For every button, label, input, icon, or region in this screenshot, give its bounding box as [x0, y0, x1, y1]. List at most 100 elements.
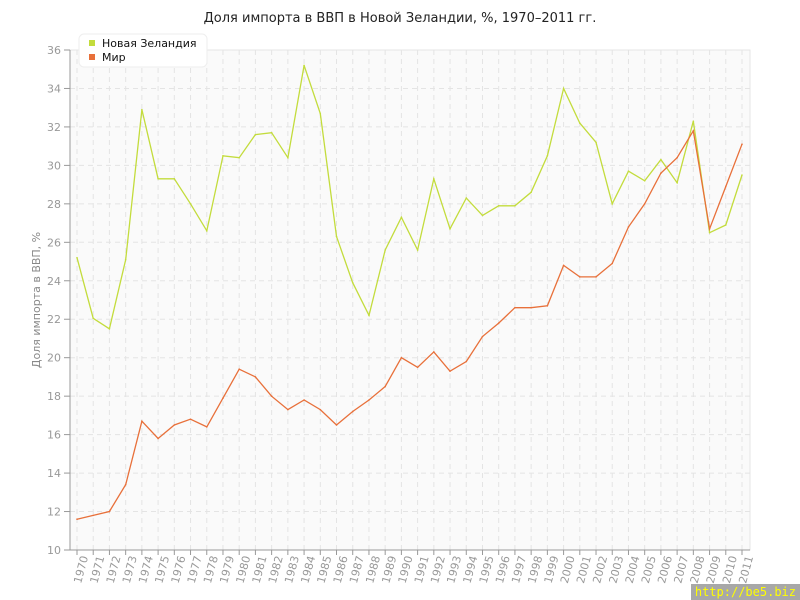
data-point — [384, 385, 386, 388]
data-point — [676, 181, 678, 184]
data-point — [287, 156, 289, 159]
data-point — [497, 322, 500, 324]
data-point — [660, 172, 662, 174]
y-tick-label: 12 — [47, 506, 61, 519]
data-point — [254, 133, 257, 136]
watermark: http://be5.biz — [690, 584, 800, 600]
data-point — [400, 356, 403, 359]
y-tick-label: 36 — [47, 44, 61, 57]
data-point — [611, 262, 614, 265]
data-point — [416, 249, 419, 251]
grid — [69, 49, 751, 551]
data-point — [562, 87, 565, 90]
data-point — [319, 408, 322, 411]
data-point — [676, 156, 678, 159]
data-point — [287, 408, 289, 411]
legend-box — [78, 33, 208, 68]
y-tick-label: 32 — [47, 121, 61, 134]
data-point — [465, 360, 468, 363]
data-point — [303, 399, 305, 401]
data-point — [643, 203, 646, 205]
legend-label-world: Мир — [102, 51, 126, 64]
data-point — [514, 204, 516, 207]
data-point — [692, 129, 695, 132]
data-point — [579, 276, 581, 278]
y-tick-label: 20 — [47, 352, 61, 365]
data-point — [368, 399, 370, 401]
series-line-nz — [76, 65, 743, 330]
data-point — [335, 235, 338, 238]
data-point — [708, 231, 711, 234]
data-point — [319, 112, 322, 115]
data-point — [76, 518, 78, 521]
data-point — [741, 174, 743, 176]
data-point — [497, 204, 500, 207]
data-point — [384, 249, 386, 251]
data-point — [76, 256, 78, 259]
data-point — [514, 306, 516, 309]
y-axis-label: Доля импорта в ВВП, % — [30, 232, 43, 368]
data-point — [530, 191, 532, 194]
data-point — [254, 376, 257, 378]
y-tick-label: 10 — [47, 544, 61, 557]
data-point — [449, 370, 451, 372]
data-point — [481, 335, 484, 338]
series-line-world — [76, 128, 743, 520]
data-point — [595, 141, 597, 144]
data-point — [562, 264, 565, 267]
data-point — [205, 426, 208, 428]
data-point — [157, 178, 159, 180]
data-point — [579, 122, 581, 124]
data-point — [189, 203, 192, 205]
data-point — [351, 281, 354, 284]
data-point — [124, 483, 127, 486]
data-point — [270, 131, 273, 134]
legend-swatch-world — [89, 54, 95, 60]
data-point — [546, 304, 549, 307]
data-point — [724, 224, 727, 226]
data-point — [189, 418, 192, 421]
chart-title: Доля импорта в ВВП в Новой Зеландии, %, … — [204, 11, 597, 26]
y-tick-label: 34 — [47, 82, 61, 95]
data-point — [449, 228, 451, 230]
y-tick-label: 26 — [47, 236, 61, 249]
data-point — [270, 395, 273, 397]
data-point — [692, 120, 695, 122]
data-point — [627, 226, 630, 228]
data-point — [724, 185, 727, 188]
data-point — [465, 197, 468, 199]
data-point — [108, 328, 111, 330]
data-point — [627, 170, 630, 172]
data-point — [741, 143, 743, 146]
series-lines — [76, 64, 743, 521]
legend-label-nz: Новая Зеландия — [102, 37, 197, 50]
data-point — [141, 420, 143, 422]
data-point — [92, 514, 95, 517]
data-point — [157, 437, 159, 440]
data-point — [173, 178, 176, 180]
data-point — [205, 229, 208, 232]
data-point — [124, 258, 127, 261]
data-point — [416, 366, 419, 369]
data-point — [173, 424, 176, 426]
data-point — [595, 276, 597, 278]
data-point — [303, 64, 305, 67]
data-point — [92, 317, 95, 320]
data-point — [660, 158, 662, 161]
plot-area — [70, 50, 750, 550]
y-tick-label: 30 — [47, 159, 61, 172]
data-point — [238, 368, 240, 371]
data-point — [433, 178, 435, 180]
y-tick-label: 16 — [47, 429, 61, 442]
data-point — [708, 228, 711, 230]
data-point — [368, 314, 370, 317]
data-point — [141, 108, 143, 111]
y-tick-label: 18 — [47, 390, 61, 403]
y-tick-label: 22 — [47, 313, 61, 326]
data-point — [611, 203, 614, 205]
legend-swatch-nz — [89, 40, 95, 46]
data-point — [108, 510, 111, 513]
y-tick-label: 24 — [47, 275, 61, 288]
data-point — [643, 179, 646, 182]
